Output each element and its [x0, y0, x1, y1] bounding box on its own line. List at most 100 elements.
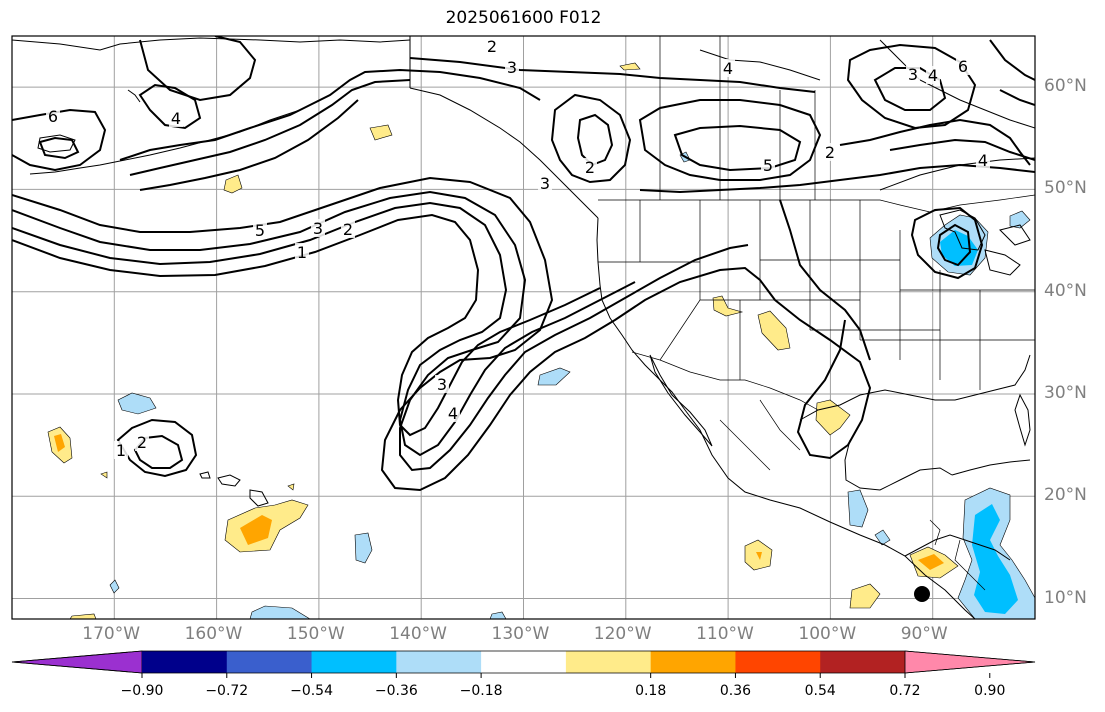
contour-label-bg: [446, 404, 460, 422]
negative-patch: [249, 605, 311, 619]
colorbar-segment: [142, 651, 228, 673]
contour-label-bg: [253, 221, 267, 239]
colorbar-tick-label: 0.54: [804, 683, 836, 699]
contour-label: 4: [171, 109, 181, 128]
contour-label: 5: [255, 221, 265, 240]
negative-patch: [109, 579, 120, 594]
contour-label: 2: [585, 158, 595, 177]
contour-label: 6: [48, 107, 58, 126]
contour-label: 3: [507, 58, 517, 77]
colorbar-tick-label: 0.72: [889, 683, 921, 699]
positive-patch: [619, 62, 641, 71]
positive-patch-core: [756, 552, 762, 560]
contour-label-bg: [583, 158, 597, 176]
negative-patch: [1009, 210, 1031, 229]
contour-label: 3: [908, 65, 918, 84]
longitude-label: 150°W: [286, 624, 345, 644]
latitude-label: 50°N: [1044, 178, 1087, 199]
contour-label-bg: [823, 143, 837, 161]
contour-label: 2: [343, 220, 353, 239]
colorbar-tick-label: 0.90: [974, 683, 1006, 699]
contour-label-bg: [341, 220, 355, 238]
longitude-label: 100°W: [798, 624, 857, 644]
colorbar-tick-label: −0.90: [120, 683, 164, 699]
colorbar-segment: [396, 651, 482, 673]
negative-patch: [874, 529, 891, 546]
contour-label-bg: [46, 107, 60, 125]
longitude-label: 90°W: [900, 624, 948, 644]
contour-label-bg: [135, 433, 149, 451]
colorbar-tick-label: −0.18: [459, 683, 503, 699]
contour-label: 2: [487, 37, 497, 56]
colorbar-tick-label: 0.18: [635, 683, 667, 699]
positive-patch: [223, 174, 243, 194]
contour-label-bg: [926, 66, 940, 84]
positive-patch: [849, 583, 881, 609]
negative-patch: [117, 392, 157, 415]
contour-label: 2: [137, 433, 147, 452]
latitude-label: 10°N: [1044, 587, 1087, 608]
contour-label: 3: [313, 219, 323, 238]
colorbar-segment: [565, 651, 652, 673]
contour-label: 5: [763, 156, 773, 175]
colorbar-segment: [650, 651, 736, 673]
contour-lines: [12, 36, 1035, 492]
longitude-label: 140°W: [389, 624, 447, 644]
positive-patch-core: [918, 554, 944, 570]
colorbar-segment: [226, 651, 313, 673]
positive-patch: [369, 124, 393, 141]
colorbar-tick-label: −0.36: [374, 683, 418, 699]
positive-patch-core: [54, 434, 65, 452]
negative-patch: [537, 367, 571, 386]
colorbar-extend-max: [904, 650, 1036, 674]
positive-patch: [757, 310, 791, 351]
contour-label-bg: [721, 59, 735, 77]
map-frame: [11, 35, 1036, 620]
positive-patch: [815, 399, 851, 436]
contour-label: 3: [437, 375, 447, 394]
colorbar-segment: [481, 651, 567, 673]
station-marker: [914, 586, 930, 602]
colorbar-extend-min: [11, 650, 143, 674]
colorbar-segment: [735, 651, 821, 673]
map-title: 2025061600 F012: [445, 8, 602, 28]
contour-label-bg: [538, 174, 552, 192]
contour-label-bg: [505, 58, 519, 76]
longitude-label: 110°W: [696, 624, 754, 644]
colorbar-tick-label: 0.36: [719, 683, 752, 699]
latitude-label: 20°N: [1044, 485, 1087, 506]
negative-patch: [847, 489, 869, 528]
positive-patch: [69, 613, 97, 619]
contour-label-bg: [169, 109, 183, 127]
longitude-label: 130°W: [491, 624, 550, 644]
longitude-label: 120°W: [593, 624, 652, 644]
colorbar: [11, 650, 1036, 678]
contour-label: 4: [928, 66, 938, 85]
latitude-label: 60°N: [1044, 76, 1087, 97]
contour-label-bg: [761, 156, 775, 174]
contour-label-bg: [435, 375, 449, 393]
longitude-label: 160°W: [184, 624, 243, 644]
longitude-label: 170°W: [82, 624, 141, 644]
contour-label: 6: [958, 57, 968, 76]
contour-label: 3: [540, 174, 550, 193]
positive-patch: [100, 471, 108, 479]
latitude-label: 40°N: [1044, 280, 1087, 301]
positive-patch-core: [240, 515, 272, 545]
colorbar-tick-label: −0.54: [290, 683, 333, 699]
contour-label-bg: [956, 57, 970, 75]
contour-label-bg: [114, 441, 128, 459]
colorbar-segment: [311, 651, 397, 673]
contour-label: 4: [448, 404, 458, 423]
contour-label-bg: [295, 243, 309, 261]
contour-label: 2: [825, 143, 835, 162]
shaded-field: [47, 62, 1035, 619]
colorbar-tick-label: −0.72: [205, 683, 249, 699]
contour-label: 1: [297, 243, 307, 262]
contour-label-bg: [976, 151, 990, 169]
positive-patch: [712, 295, 744, 317]
political-borders: [598, 36, 1035, 591]
contour-label-bg: [906, 65, 920, 83]
positive-patch: [287, 483, 295, 491]
